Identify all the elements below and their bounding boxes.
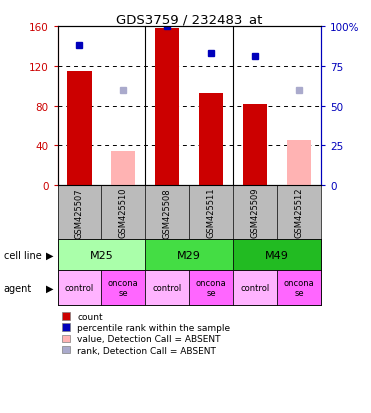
- Bar: [111, 152, 135, 186]
- Text: GSM425512: GSM425512: [295, 188, 303, 238]
- Bar: [243, 104, 267, 186]
- Bar: [287, 141, 311, 186]
- Bar: [233, 240, 321, 271]
- Bar: [199, 93, 223, 186]
- Text: GSM425508: GSM425508: [163, 188, 172, 238]
- Text: GSM425510: GSM425510: [119, 188, 128, 238]
- Text: agent: agent: [4, 283, 32, 293]
- Text: GSM425507: GSM425507: [75, 188, 84, 238]
- Legend: count, percentile rank within the sample, value, Detection Call = ABSENT, rank, : count, percentile rank within the sample…: [62, 312, 230, 355]
- Bar: [277, 271, 321, 306]
- Text: control: control: [240, 284, 270, 292]
- Bar: [58, 271, 101, 306]
- Title: GDS3759 / 232483_at: GDS3759 / 232483_at: [116, 13, 262, 26]
- Text: GSM425509: GSM425509: [250, 188, 260, 238]
- Text: control: control: [65, 284, 94, 292]
- Text: oncona
se: oncona se: [283, 278, 314, 298]
- Text: cell line: cell line: [4, 250, 42, 260]
- Text: M25: M25: [89, 250, 113, 260]
- Bar: [145, 240, 233, 271]
- Bar: [101, 271, 145, 306]
- Text: control: control: [152, 284, 182, 292]
- Bar: [233, 271, 277, 306]
- Text: M49: M49: [265, 250, 289, 260]
- Text: oncona
se: oncona se: [196, 278, 227, 298]
- Text: GSM425511: GSM425511: [207, 188, 216, 238]
- Bar: [155, 29, 179, 186]
- Text: ▶: ▶: [46, 283, 54, 293]
- Text: oncona
se: oncona se: [108, 278, 139, 298]
- Text: ▶: ▶: [46, 250, 54, 260]
- Bar: [189, 271, 233, 306]
- Bar: [145, 271, 189, 306]
- Bar: [68, 71, 92, 186]
- Bar: [58, 240, 145, 271]
- Text: M29: M29: [177, 250, 201, 260]
